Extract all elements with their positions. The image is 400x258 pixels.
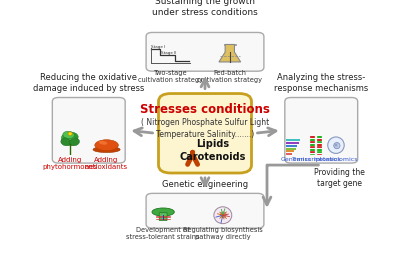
Text: metabolomics: metabolomics — [314, 157, 358, 162]
Text: Providing the
target gene: Providing the target gene — [314, 168, 365, 188]
Text: Adding
antioxidants: Adding antioxidants — [85, 157, 128, 170]
FancyBboxPatch shape — [158, 94, 252, 173]
Text: Adding
phytohormones: Adding phytohormones — [42, 157, 98, 170]
FancyBboxPatch shape — [146, 33, 264, 71]
Text: Two-stage
cultivation strategy: Two-stage cultivation strategy — [138, 70, 204, 83]
Text: Lipids
Carotenoids: Lipids Carotenoids — [180, 139, 246, 162]
Text: ( Nitrogen Phosphate Sulfur Light
Temperature Salinity.......): ( Nitrogen Phosphate Sulfur Light Temper… — [141, 118, 269, 139]
Text: Stresses conditions: Stresses conditions — [140, 103, 270, 116]
Text: Sustaining the growth
under stress conditions: Sustaining the growth under stress condi… — [152, 0, 258, 17]
Text: Development of
stress-tolerant strains: Development of stress-tolerant strains — [126, 227, 200, 240]
Text: Fed-batch
cultivation strategy: Fed-batch cultivation strategy — [197, 70, 262, 83]
Text: Transcriptomics: Transcriptomics — [292, 157, 341, 162]
FancyBboxPatch shape — [285, 98, 358, 163]
FancyBboxPatch shape — [146, 193, 264, 228]
Text: Genomics: Genomics — [281, 157, 312, 162]
Text: Genetic engineering: Genetic engineering — [162, 180, 248, 189]
Text: Reducing the oxidative
damage induced by stress: Reducing the oxidative damage induced by… — [33, 73, 144, 93]
Text: Regulating biosynthesis
pathway directly: Regulating biosynthesis pathway directly — [183, 227, 262, 240]
FancyBboxPatch shape — [52, 98, 125, 163]
Text: Analyzing the stress-
response mechanisms: Analyzing the stress- response mechanism… — [274, 73, 368, 93]
